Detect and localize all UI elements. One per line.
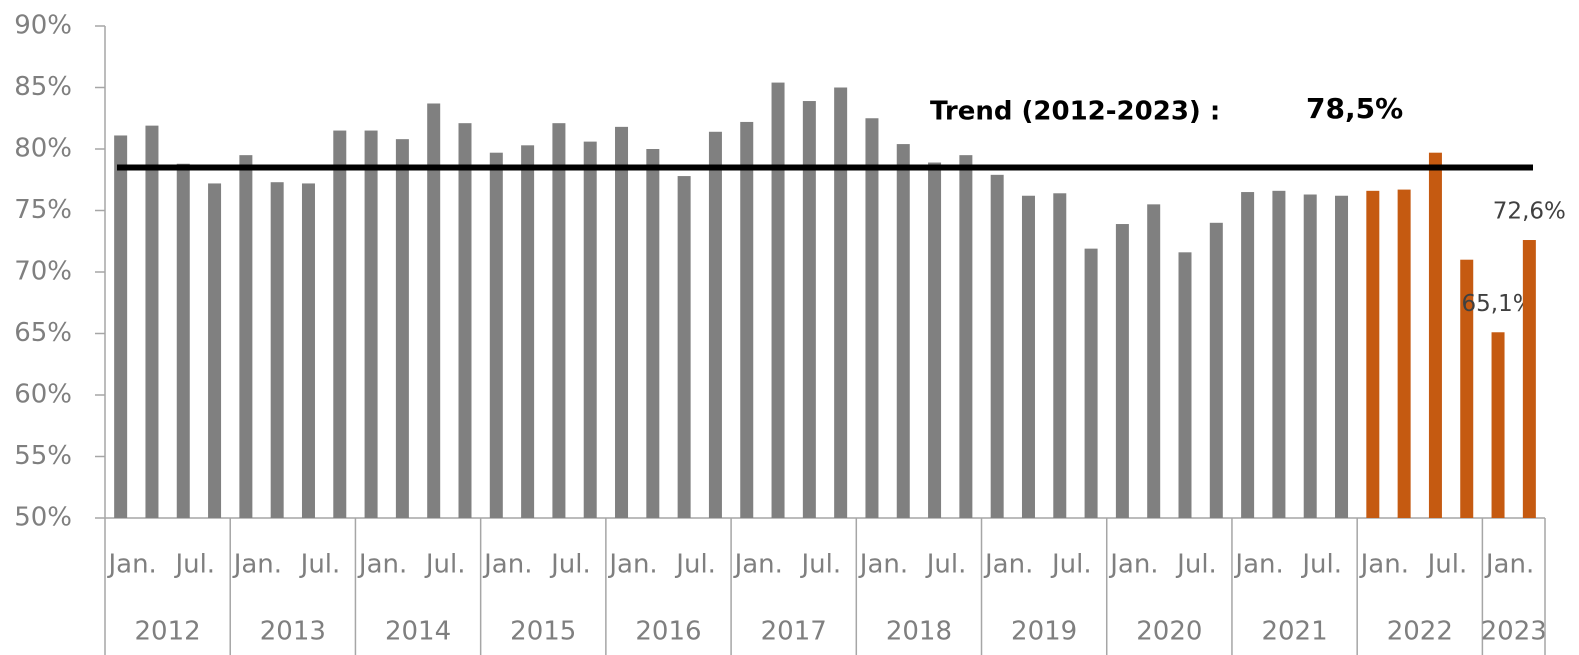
- x-tick-label: Jul.: [1050, 550, 1092, 580]
- bar: [458, 123, 472, 519]
- x-tick-label: Jan.: [1108, 550, 1158, 580]
- trend-label: Trend (2012-2023) :: [930, 97, 1220, 127]
- x-tick-label: Jan.: [607, 550, 657, 580]
- x-tick-label: Jul.: [1426, 550, 1468, 580]
- bar: [583, 141, 597, 518]
- bar: [239, 155, 253, 518]
- bar: [1272, 190, 1286, 518]
- x-tick-label: Jul.: [299, 550, 341, 580]
- y-tick-label: 60%: [14, 380, 72, 410]
- bar: [834, 87, 848, 518]
- bar: [1397, 189, 1411, 518]
- bar: [615, 126, 629, 519]
- year-label: 2018: [886, 617, 952, 647]
- y-tick-label: 75%: [14, 195, 72, 225]
- data-label: 72,6%: [1493, 199, 1566, 225]
- y-tick-label: 70%: [14, 257, 72, 287]
- bar: [552, 123, 566, 519]
- y-tick-label: 65%: [14, 318, 72, 348]
- bar: [1335, 195, 1349, 519]
- x-tick-label: Jul.: [925, 550, 967, 580]
- y-tick-label: 80%: [14, 134, 72, 164]
- year-label: 2016: [635, 617, 701, 647]
- bar: [990, 174, 1004, 518]
- y-tick-label: 55%: [14, 441, 72, 471]
- bar: [364, 130, 378, 519]
- year-label: 2019: [1011, 617, 1077, 647]
- bar: [1084, 248, 1098, 518]
- bar: [928, 162, 942, 518]
- bar: [1428, 152, 1442, 518]
- x-tick-label: Jan.: [858, 550, 908, 580]
- bar: [176, 163, 190, 518]
- x-tick-label: Jan.: [232, 550, 282, 580]
- bar: [1366, 190, 1380, 518]
- year-label: 2013: [260, 617, 326, 647]
- bar: [333, 130, 347, 519]
- bar: [427, 103, 441, 519]
- x-tick-label: Jan.: [983, 550, 1033, 580]
- bar: [1241, 192, 1255, 519]
- x-tick-label: Jan.: [1233, 550, 1283, 580]
- bar: [1021, 195, 1035, 519]
- x-tick-label: Jan.: [482, 550, 532, 580]
- x-tick-label: Jan.: [106, 550, 156, 580]
- trend-value: 78,5%: [1306, 92, 1403, 125]
- y-tick-label: 85%: [14, 72, 72, 102]
- year-label: 2022: [1387, 617, 1453, 647]
- bar: [1115, 224, 1129, 518]
- x-tick-label: Jan.: [1484, 550, 1534, 580]
- x-tick-label: Jan.: [357, 550, 407, 580]
- year-label: 2012: [135, 617, 201, 647]
- x-tick-label: Jul.: [674, 550, 716, 580]
- bar: [395, 139, 409, 518]
- year-label: 2021: [1261, 617, 1327, 647]
- year-label: 2015: [510, 617, 576, 647]
- bar: [145, 125, 159, 518]
- bar: [1522, 240, 1536, 518]
- bar: [1460, 259, 1474, 518]
- bar: [301, 183, 315, 518]
- year-label: 2023: [1481, 617, 1547, 647]
- bar: [270, 182, 284, 518]
- x-tick-label: Jul.: [1300, 550, 1342, 580]
- bar: [1147, 204, 1161, 518]
- bar: [1053, 193, 1067, 518]
- bar: [1491, 332, 1505, 518]
- x-tick-label: Jul.: [800, 550, 842, 580]
- bar: [1178, 252, 1192, 518]
- bar: [1209, 222, 1223, 519]
- bar: [646, 149, 660, 518]
- bar: [208, 183, 222, 518]
- bar: [677, 176, 691, 518]
- x-tick-label: Jul.: [549, 550, 591, 580]
- x-tick-label: Jan.: [1359, 550, 1409, 580]
- bar: [114, 135, 128, 518]
- x-tick-label: Jan.: [733, 550, 783, 580]
- bar: [1303, 194, 1317, 518]
- y-tick-label: 50%: [14, 503, 72, 533]
- bar: [708, 131, 722, 518]
- bar: [771, 82, 785, 518]
- x-tick-label: Jul.: [424, 550, 466, 580]
- bar: [521, 145, 535, 518]
- bar: [802, 101, 816, 518]
- x-tick-label: Jul.: [1175, 550, 1217, 580]
- bar: [959, 155, 973, 518]
- y-tick-label: 90%: [14, 11, 72, 41]
- year-label: 2014: [385, 617, 451, 647]
- year-label: 2017: [761, 617, 827, 647]
- bar: [896, 144, 910, 518]
- bar: [489, 152, 503, 518]
- year-label: 2020: [1136, 617, 1202, 647]
- bar: [740, 121, 754, 518]
- bar: [865, 118, 879, 518]
- x-tick-label: Jul.: [173, 550, 215, 580]
- data-label: 65,1%: [1462, 291, 1535, 317]
